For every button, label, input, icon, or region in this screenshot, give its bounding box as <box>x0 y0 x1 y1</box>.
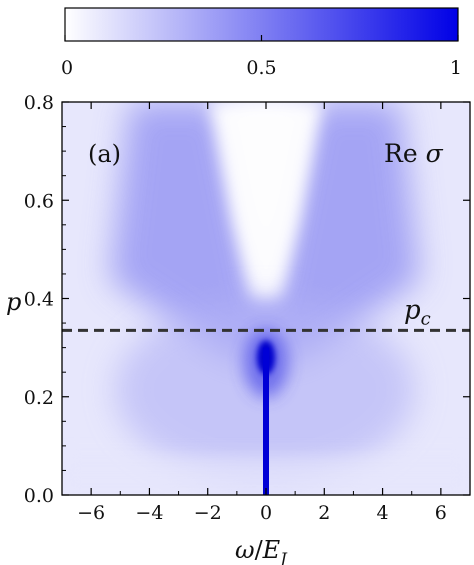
y-tick-label: 0.6 <box>24 190 54 212</box>
zero-frequency-peak <box>263 347 269 495</box>
y-tick-label: 0.0 <box>24 485 54 507</box>
y-tick-label: 0.4 <box>24 289 54 311</box>
y-axis-label: p <box>6 288 21 316</box>
colorbar-tick-label: 0 <box>61 57 73 79</box>
x-tick-label: 4 <box>377 502 389 524</box>
quantity-label: Re σ <box>384 139 444 168</box>
x-tick-label: −2 <box>194 502 222 524</box>
colorbar-tick-label: 1 <box>450 57 462 79</box>
colorbar-ticks: 0 0.5 1 <box>61 35 462 79</box>
heatmap-v-arms <box>110 102 420 360</box>
critical-p-label: pc <box>404 295 431 329</box>
x-tick-label: −6 <box>77 502 105 524</box>
heatmap <box>62 102 470 495</box>
panel-label: (a) <box>88 140 121 168</box>
colorbar-tick-label: 0.5 <box>246 57 276 79</box>
x-tick-label: 2 <box>318 502 330 524</box>
x-axis-ticks: −6 −4 −2 0 2 4 6 <box>61 102 471 524</box>
x-tick-label: 6 <box>435 502 447 524</box>
x-tick-label: −4 <box>135 502 163 524</box>
x-tick-label: 0 <box>260 502 272 524</box>
y-axis-ticks: 0.0 0.2 0.4 0.6 0.8 <box>24 92 470 507</box>
y-tick-label: 0.2 <box>24 387 54 409</box>
colorbar: 0 0.5 1 <box>61 7 462 79</box>
x-axis-label: ω/EJ <box>235 536 288 565</box>
heatmap-v-interior <box>210 102 322 300</box>
y-tick-label: 0.8 <box>24 92 54 114</box>
